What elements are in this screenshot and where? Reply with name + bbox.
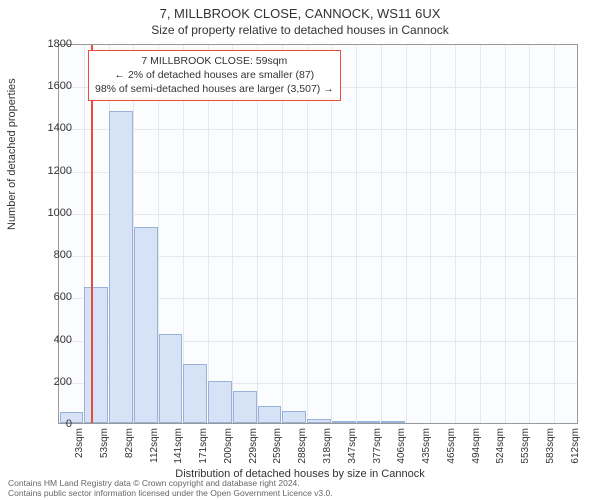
gridline-v: [307, 45, 308, 423]
histogram-bar: [84, 287, 108, 423]
x-tick-label: 583sqm: [545, 428, 556, 464]
x-tick-label: 53sqm: [99, 428, 110, 458]
histogram-bar: [134, 227, 158, 423]
x-tick-label: 465sqm: [446, 428, 457, 464]
footer-attribution: Contains HM Land Registry data © Crown c…: [8, 478, 592, 498]
x-tick-label: 288sqm: [297, 428, 308, 464]
gridline-h: [59, 214, 577, 215]
y-tick-label: 400: [32, 334, 72, 346]
x-tick-label: 377sqm: [372, 428, 383, 464]
info-line-2: ← 2% of detached houses are smaller (87): [95, 68, 334, 82]
y-tick-label: 1000: [32, 207, 72, 219]
x-tick-label: 200sqm: [223, 428, 234, 464]
histogram-bar: [307, 419, 331, 423]
y-tick-label: 600: [32, 291, 72, 303]
footer-line-2: Contains public sector information licen…: [8, 488, 592, 498]
x-tick-label: 82sqm: [124, 428, 135, 458]
histogram-bar: [357, 421, 381, 423]
gridline-v: [208, 45, 209, 423]
gridline-h: [59, 129, 577, 130]
y-tick-label: 0: [32, 418, 72, 430]
histogram-bar: [208, 381, 232, 423]
x-tick-label: 347sqm: [347, 428, 358, 464]
y-tick-label: 1400: [32, 122, 72, 134]
y-tick-label: 800: [32, 249, 72, 261]
x-tick-label: 318sqm: [322, 428, 333, 464]
x-tick-label: 435sqm: [421, 428, 432, 464]
property-marker-line: [91, 45, 93, 423]
x-tick-label: 171sqm: [198, 428, 209, 464]
info-box: 7 MILLBROOK CLOSE: 59sqm ← 2% of detache…: [88, 50, 341, 101]
histogram-bar: [159, 334, 183, 423]
x-tick-label: 112sqm: [149, 428, 160, 463]
info-line-1: 7 MILLBROOK CLOSE: 59sqm: [95, 54, 334, 68]
histogram-bar: [381, 421, 405, 423]
x-tick-label: 229sqm: [248, 428, 259, 464]
gridline-h: [59, 172, 577, 173]
histogram-bar: [332, 421, 356, 423]
gridline-v: [282, 45, 283, 423]
x-tick-label: 524sqm: [495, 428, 506, 464]
x-tick-label: 259sqm: [272, 428, 283, 464]
gridline-v: [430, 45, 431, 423]
y-tick-label: 200: [32, 376, 72, 388]
histogram-bar: [109, 111, 133, 423]
gridline-v: [406, 45, 407, 423]
x-tick-label: 494sqm: [471, 428, 482, 464]
y-tick-label: 1200: [32, 165, 72, 177]
x-tick-label: 553sqm: [520, 428, 531, 464]
gridline-v: [356, 45, 357, 423]
histogram-bar: [258, 406, 282, 423]
x-tick-label: 23sqm: [74, 428, 85, 458]
histogram-bar: [282, 411, 306, 423]
gridline-v: [232, 45, 233, 423]
gridline-v: [529, 45, 530, 423]
gridline-v: [505, 45, 506, 423]
gridline-v: [331, 45, 332, 423]
chart-area: 7 MILLBROOK CLOSE: 59sqm ← 2% of detache…: [58, 44, 578, 424]
footer-line-1: Contains HM Land Registry data © Crown c…: [8, 478, 592, 488]
histogram-bar: [233, 391, 257, 423]
x-tick-label: 141sqm: [173, 428, 184, 464]
gridline-v: [257, 45, 258, 423]
gridline-v: [480, 45, 481, 423]
gridline-v: [455, 45, 456, 423]
x-tick-label: 406sqm: [396, 428, 407, 464]
gridline-v: [554, 45, 555, 423]
histogram-bar: [183, 364, 207, 423]
plot-area: [58, 44, 578, 424]
y-axis-title: Number of detached properties: [6, 78, 18, 230]
info-line-3: 98% of semi-detached houses are larger (…: [95, 82, 334, 96]
gridline-v: [381, 45, 382, 423]
y-tick-label: 1600: [32, 80, 72, 92]
y-tick-label: 1800: [32, 38, 72, 50]
x-tick-label: 612sqm: [570, 428, 581, 464]
page-subtitle: Size of property relative to detached ho…: [0, 21, 600, 41]
page-title: 7, MILLBROOK CLOSE, CANNOCK, WS11 6UX: [0, 0, 600, 21]
